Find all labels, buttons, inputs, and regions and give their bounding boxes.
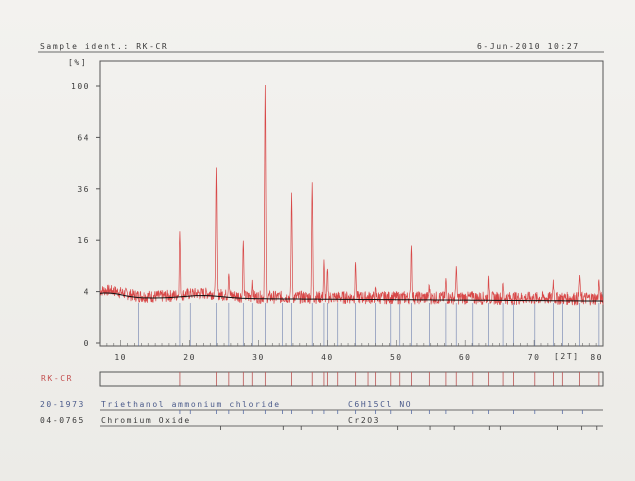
y-tick-label: 64 [77,133,90,142]
reference-1-name: Triethanol ammonium chloride [101,400,281,409]
x-axis-unit-label: [2T] [554,352,580,361]
y-tick-label: 100 [71,82,90,91]
x-tick-label: 70 [528,353,541,362]
reference-2-code: 04-0765 [40,416,85,425]
x-tick-label: 50 [390,353,403,362]
reference-1-code: 20-1973 [40,400,85,409]
y-tick-label: 0 [84,339,90,348]
y-tick-label: 4 [84,288,90,297]
x-tick-label: 10 [114,353,127,362]
x-tick-label: 60 [459,353,472,362]
reference-1-formula: C6H15Cl NO [348,400,413,409]
x-tick-label: 40 [321,353,334,362]
reference-2-name: Chromium Oxide [101,416,191,425]
x-tick-label: 20 [183,353,196,362]
sample-ident-label: Sample ident.: RK-CR [40,42,169,51]
reference-2-formula: Cr2O3 [348,416,381,425]
x-tick-label: 30 [252,353,265,362]
pattern-strip-label: RK-CR [41,374,74,383]
timestamp-label: 6-Jun-2010 10:27 [477,42,580,51]
y-axis-unit-label: [%] [68,58,88,67]
background-curve [99,292,604,302]
x-tick-label: 80 [590,353,603,362]
diffraction-pattern-line [99,84,604,306]
plot-frame [99,60,604,347]
y-tick-label: 16 [77,236,90,245]
pattern-strip-box [99,371,604,387]
y-tick-label: 36 [77,185,90,194]
